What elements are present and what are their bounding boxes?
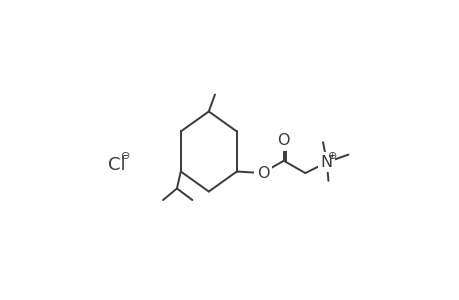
Text: ⊖: ⊖ bbox=[121, 151, 130, 161]
Text: Cl: Cl bbox=[107, 156, 125, 174]
Text: O: O bbox=[277, 133, 289, 148]
Text: O: O bbox=[256, 166, 269, 181]
Text: N: N bbox=[320, 155, 332, 170]
Text: ⊕: ⊕ bbox=[327, 151, 336, 161]
